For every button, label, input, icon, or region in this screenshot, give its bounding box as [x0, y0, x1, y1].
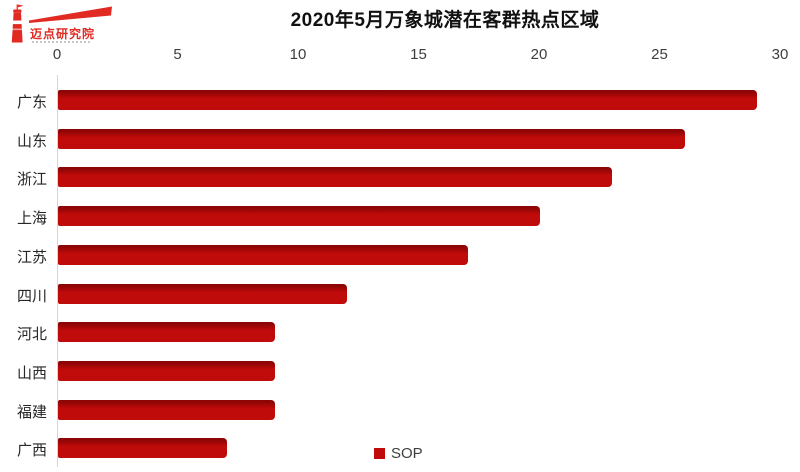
y-label-4: 江苏	[16, 248, 47, 266]
logo-wordmark: 迈点研究院	[30, 27, 96, 41]
y-label-0: 广东	[16, 94, 47, 111]
y-label-9: 广西	[16, 442, 47, 460]
y-label-1: 山东	[16, 132, 47, 150]
bar-6	[58, 322, 275, 343]
legend-label: SOP	[391, 445, 423, 462]
y-label-6: 河北	[16, 326, 47, 344]
bar-3	[58, 206, 540, 227]
bar-8	[58, 399, 275, 420]
y-label-7: 山西	[16, 364, 47, 382]
y-axis-labels: 广东山东浙江上海江苏四川河北山西福建广西	[0, 75, 52, 467]
chart-title: 2020年5月万象城潜在客群热点区域	[290, 10, 600, 31]
bar-2	[58, 167, 612, 188]
bar-1	[58, 128, 685, 149]
x-tick-10: 10	[289, 46, 307, 63]
bar-7	[58, 360, 275, 381]
logo-tagline-dots	[32, 41, 90, 43]
bar-0	[58, 90, 757, 110]
x-tick-5: 5	[173, 46, 182, 63]
y-label-5: 四川	[16, 287, 47, 305]
x-tick-30: 30	[771, 46, 789, 63]
x-tick-20: 20	[530, 46, 548, 63]
lighthouse-icon	[11, 4, 112, 43]
x-axis-ticks: 0 5 10 15 20 25 30	[0, 46, 800, 64]
x-tick-25: 25	[651, 46, 668, 63]
legend-swatch-icon	[374, 448, 385, 459]
bar-4	[58, 244, 468, 265]
x-tick-0: 0	[52, 46, 62, 63]
y-label-3: 上海	[16, 210, 47, 228]
y-label-2: 浙江	[16, 171, 47, 189]
bar-9	[58, 438, 227, 459]
y-axis-line	[57, 75, 58, 467]
plot-area	[58, 75, 781, 467]
x-tick-15: 15	[410, 46, 427, 63]
meadin-research-logo: 迈点研究院	[8, 4, 118, 48]
bar-5	[58, 283, 347, 304]
y-label-8: 福建	[16, 403, 47, 421]
legend: SOP	[374, 445, 423, 462]
